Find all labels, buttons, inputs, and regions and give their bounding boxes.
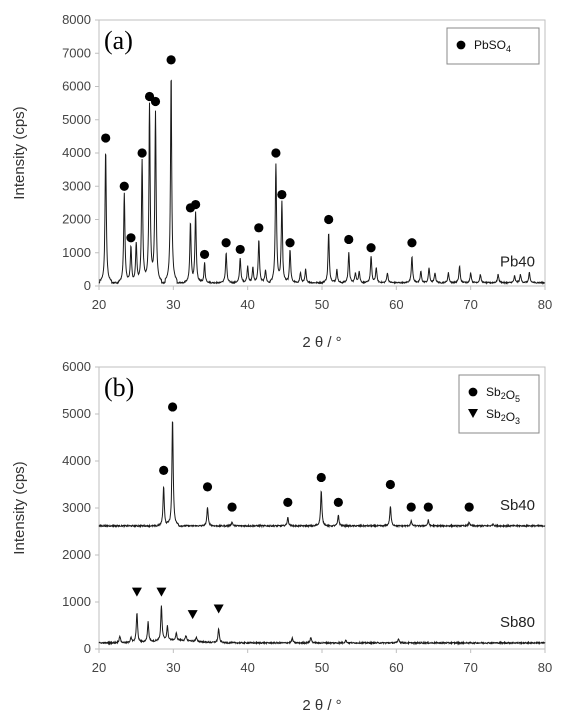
chart-panel-a: 0 1000 2000 3000 4000 5000 6000 7000 8000 20 30 40 5… — [11, 12, 552, 351]
series-label: Sb80 — [500, 614, 535, 631]
legend-label: Sb2O3 — [486, 407, 520, 426]
legend-label: Sb2O5 — [486, 385, 520, 404]
legend: Sb2O5 Sb2O3 — [458, 374, 540, 434]
y-tick-label: 1000 — [62, 594, 91, 609]
phase-marker-circle — [271, 148, 281, 158]
x-axis-label: 2 θ / ° — [302, 697, 341, 714]
x-tick-label: 30 — [166, 660, 180, 675]
series-label: Pb40 — [500, 254, 535, 271]
y-tick-label: 1000 — [62, 245, 91, 260]
x-tick-label: 30 — [166, 297, 180, 312]
series-line-sb80 — [98, 605, 546, 646]
y-axis-label: Intensity (cps) — [11, 106, 28, 199]
phase-marker-circle — [366, 243, 376, 253]
phase-marker-circle — [159, 465, 169, 475]
phase-marker-circle — [150, 96, 161, 107]
y-tick-label: 2000 — [62, 212, 91, 227]
phase-marker-triangle — [131, 587, 142, 597]
phase-marker-circle — [406, 502, 416, 512]
legend-label: PbSO4 — [474, 38, 511, 54]
chart-panel-b: 0 1000 2000 3000 4000 5000 6000 20 30 40 50 60 70 80 I… — [11, 359, 552, 714]
phase-marker-circle — [166, 55, 176, 65]
phase-marker-circle — [167, 402, 178, 412]
y-tick-label: 7000 — [62, 45, 91, 60]
phase-marker-triangle — [187, 610, 198, 620]
y-tick-label: 2000 — [62, 547, 91, 562]
x-tick-label: 50 — [315, 660, 329, 675]
x-tick-label: 70 — [463, 660, 477, 675]
series-label: Sb40 — [500, 497, 535, 514]
y-tick-label: 0 — [84, 278, 91, 293]
y-tick-label: 4000 — [62, 453, 91, 468]
phase-marker-circle — [137, 148, 147, 158]
phase-marker-circle — [202, 482, 213, 492]
phase-marker-circle — [407, 238, 417, 248]
y-tick-label: 3000 — [62, 178, 91, 193]
y-axis-label: Intensity (cps) — [11, 461, 28, 554]
legend-marker-triangle — [468, 409, 478, 418]
x-axis-label: 2 θ / ° — [302, 334, 341, 351]
phase-marker-circle — [324, 214, 334, 225]
legend: PbSO4 — [446, 27, 540, 65]
y-tick-label: 8000 — [62, 12, 91, 27]
y-tick-label: 6000 — [62, 79, 91, 94]
panel-label: (a) — [104, 26, 133, 55]
series-line-pb40 — [98, 79, 546, 285]
phase-marker-triangle — [156, 587, 167, 597]
y-tick-label: 5000 — [62, 112, 91, 127]
y-tick-label: 0 — [84, 641, 91, 656]
y-tick-label: 6000 — [62, 359, 91, 374]
phase-marker-triangle — [213, 604, 224, 614]
legend-marker-circle — [456, 40, 466, 50]
phase-marker-circle — [277, 189, 287, 200]
phase-marker-circle — [126, 233, 136, 243]
phase-marker-circle — [221, 238, 231, 248]
phase-marker-circle — [119, 181, 129, 191]
legend-box — [458, 374, 540, 434]
phase-marker-circle — [423, 502, 433, 512]
x-tick-label: 80 — [538, 297, 552, 312]
x-tick-label: 40 — [240, 660, 254, 675]
x-tick-label: 60 — [389, 660, 403, 675]
x-tick-label: 20 — [92, 660, 106, 675]
x-tick-label: 40 — [240, 297, 254, 312]
phase-marker-circle — [316, 472, 326, 483]
phase-marker-circle — [285, 238, 295, 248]
x-tick-label: 20 — [92, 297, 106, 312]
x-tick-label: 80 — [538, 660, 552, 675]
x-tick-label: 70 — [463, 297, 477, 312]
y-tick-label: 5000 — [62, 406, 91, 421]
phase-marker-circle — [385, 479, 395, 490]
phase-marker-circle — [344, 234, 354, 245]
phase-marker-circle — [227, 502, 237, 512]
y-tick-label: 4000 — [62, 145, 91, 160]
phase-marker-circle — [464, 502, 474, 512]
panel-label: (b) — [104, 373, 134, 402]
y-tick-label: 3000 — [62, 500, 91, 515]
phase-marker-circle — [101, 133, 111, 143]
phase-marker-circle — [191, 199, 201, 210]
legend-marker-circle — [468, 387, 478, 397]
phase-marker-circle — [235, 244, 245, 255]
phase-marker-circle — [199, 249, 210, 260]
x-tick-label: 60 — [389, 297, 403, 312]
phase-marker-circle — [333, 497, 343, 507]
phase-marker-circle — [283, 497, 293, 507]
x-tick-label: 50 — [315, 297, 329, 312]
series-line-sb40 — [98, 421, 546, 529]
phase-marker-circle — [254, 223, 264, 233]
